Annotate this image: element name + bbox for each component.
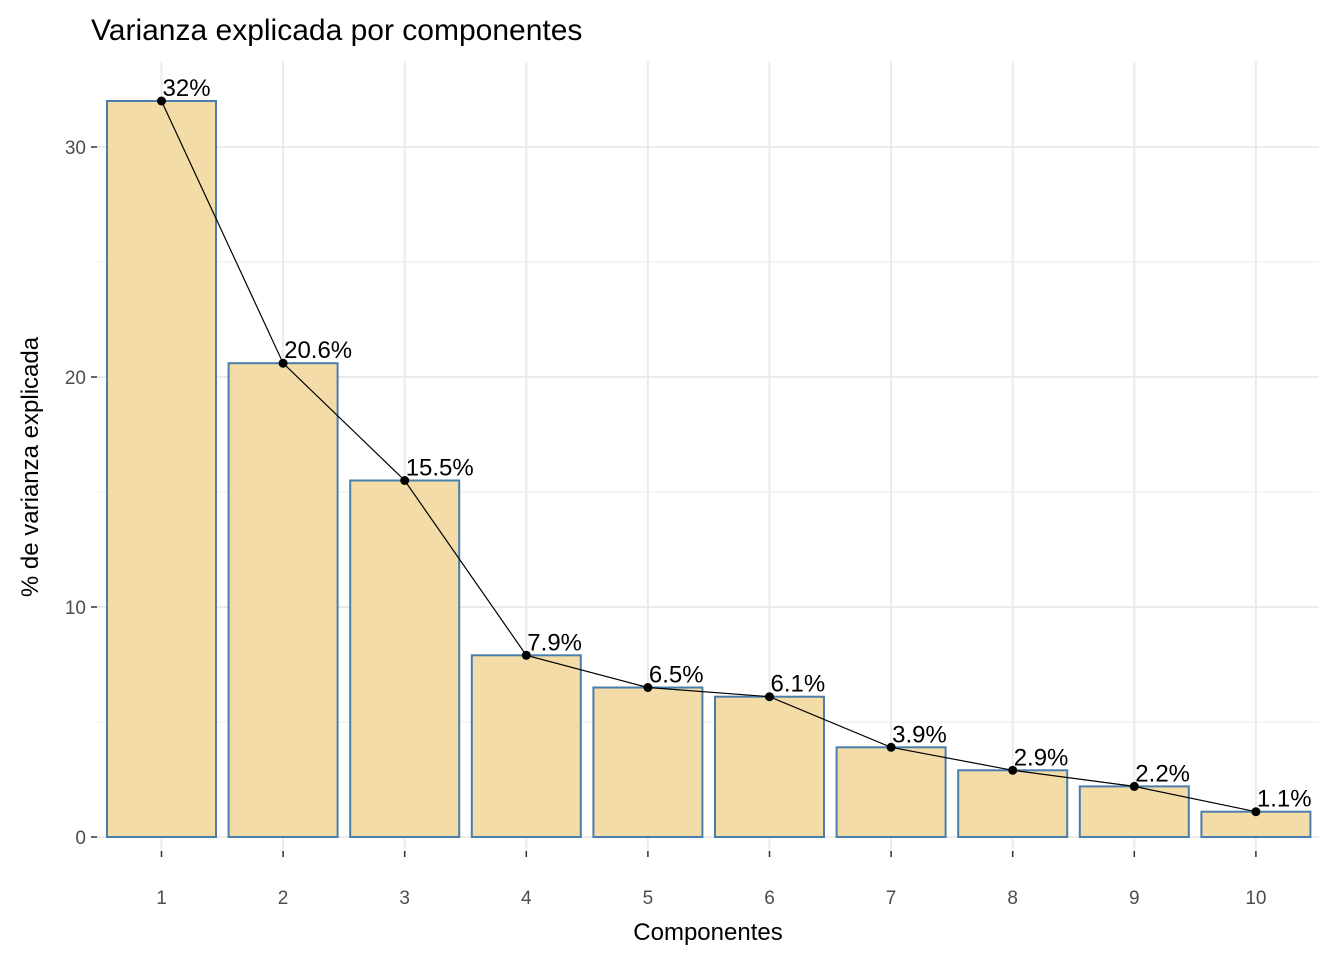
point-1 xyxy=(157,96,166,106)
x-tick-label: 8 xyxy=(1007,888,1018,909)
point-9 xyxy=(1129,781,1139,791)
point-8 xyxy=(1008,765,1018,775)
x-tick-label: 3 xyxy=(399,888,410,909)
x-tick-label: 7 xyxy=(886,888,897,909)
point-5 xyxy=(643,683,653,692)
x-tick-label: 5 xyxy=(643,888,654,909)
point-7 xyxy=(886,742,896,752)
y-tick-label: 30 xyxy=(65,138,86,159)
trend-line-path xyxy=(160,100,1257,813)
bars xyxy=(106,100,1312,839)
bar-9 xyxy=(1078,785,1190,839)
y-axis-title: % de varianza explicada xyxy=(17,336,44,597)
y-tick-label: 0 xyxy=(75,828,86,849)
x-axis: 1 2 3 4 5 6 7 8 9 10 xyxy=(156,851,1266,909)
x-tick-label: 6 xyxy=(764,888,775,909)
bar-8 xyxy=(957,769,1069,838)
point-10 xyxy=(1251,807,1261,817)
point-3 xyxy=(400,476,410,485)
bar-2 xyxy=(227,362,339,838)
data-label-4: 7.9% xyxy=(527,629,582,656)
point-6 xyxy=(765,692,774,702)
y-tick-label: 10 xyxy=(65,598,86,619)
x-tick-label: 1 xyxy=(156,888,167,909)
trend-line xyxy=(157,96,1261,817)
data-label-3: 15.5% xyxy=(406,455,474,482)
bar-3 xyxy=(349,479,461,838)
data-label-7: 3.9% xyxy=(892,721,947,748)
x-tick-label: 10 xyxy=(1245,888,1266,909)
x-tick-label: 4 xyxy=(521,888,532,909)
bar-7 xyxy=(835,746,947,838)
data-label-5: 6.5% xyxy=(649,662,704,689)
data-label-6: 6.1% xyxy=(771,671,826,698)
bar-6 xyxy=(714,695,825,839)
data-label-2: 20.6% xyxy=(284,337,352,364)
chart-title: Varianza explicada por componentes xyxy=(91,14,582,47)
x-tick-label: 9 xyxy=(1129,888,1140,909)
y-axis: 0 10 20 30 xyxy=(65,138,97,849)
x-tick-label: 2 xyxy=(278,888,289,909)
data-label-8: 2.9% xyxy=(1014,744,1069,771)
point-4 xyxy=(521,650,531,660)
point-2 xyxy=(278,358,288,368)
data-label-1: 32% xyxy=(163,75,211,102)
bar-10 xyxy=(1200,810,1312,839)
data-labels: 32% 20.6% 15.5% 7.9% 6.5% 6.1% 3.9% 2.9% 2.2% 1.1… xyxy=(163,75,1312,813)
data-label-9: 2.2% xyxy=(1135,760,1190,787)
x-axis-title: Componentes xyxy=(633,919,782,946)
y-tick-label: 20 xyxy=(65,368,86,389)
bar-1 xyxy=(106,100,217,838)
bar-5 xyxy=(592,686,704,838)
bar-4 xyxy=(470,654,582,838)
data-label-10: 1.1% xyxy=(1257,786,1312,813)
